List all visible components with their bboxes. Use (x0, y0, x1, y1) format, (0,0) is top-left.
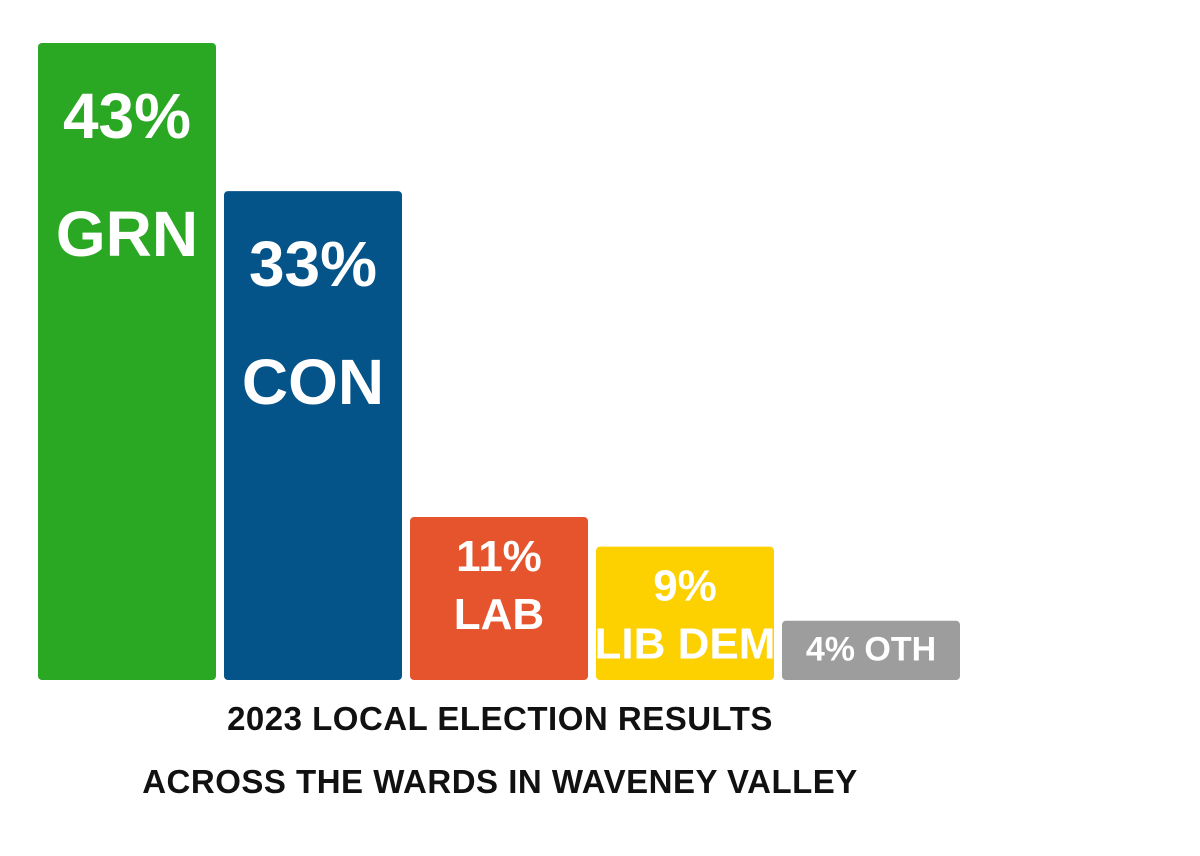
bar-oth (782, 620, 960, 680)
chart-title-line-1: 2023 LOCAL ELECTION RESULTS (227, 700, 773, 737)
value-label-con: 33% (249, 228, 377, 300)
value-label-grn: 43% (63, 80, 191, 152)
bar-lab (410, 517, 588, 680)
bar-grn (38, 43, 216, 680)
bar-con (224, 191, 402, 681)
bar-lib-dem (596, 546, 774, 680)
party-label-con: CON (242, 346, 384, 418)
value-label-lib-dem: 9% (653, 562, 717, 611)
value-label-oth: 4% OTH (806, 631, 936, 669)
party-label-lab: LAB (454, 590, 544, 639)
party-label-lib-dem: LIB DEM (595, 620, 776, 669)
value-label-lab: 11% (456, 532, 542, 581)
party-label-grn: GRN (56, 198, 198, 270)
chart-title-line-2: ACROSS THE WARDS IN WAVENEY VALLEY (142, 763, 858, 800)
